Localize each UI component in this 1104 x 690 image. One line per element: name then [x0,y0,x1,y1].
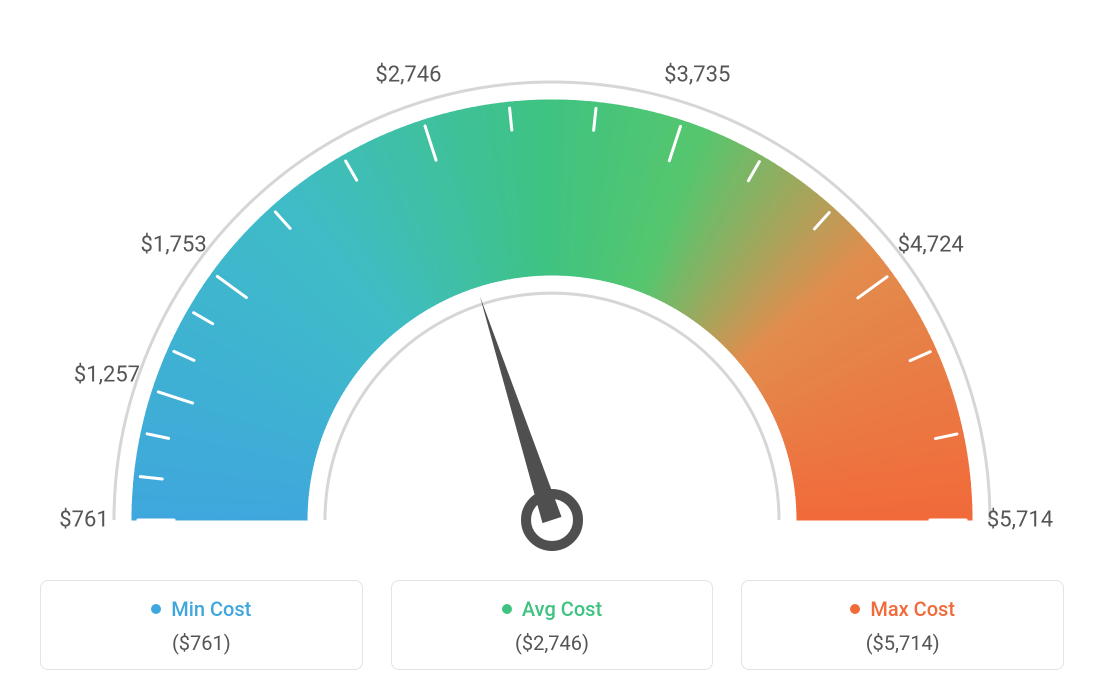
gauge-tick-label: $761 [59,508,108,533]
gauge-needle [480,296,562,523]
legend-title-max: Max Cost [850,597,955,621]
cost-gauge-chart: $761 $1,257 $1,753 $2,746 $3,735 $4,724 $5,714… [0,0,1104,690]
dot-icon [850,604,860,614]
legend-title-text: Max Cost [870,597,955,621]
gauge-arc [132,100,972,520]
legend-title-avg: Avg Cost [502,597,602,621]
legend-value-min: ($761) [51,631,352,655]
gauge-tick-label: $5,714 [987,508,1053,533]
legend-card-min: Min Cost ($761) [40,580,363,670]
legend-title-text: Avg Cost [522,597,602,621]
gauge-tick-label: $4,724 [898,233,964,258]
dot-icon [502,604,512,614]
legend-card-max: Max Cost ($5,714) [741,580,1064,670]
gauge-tick-label: $1,753 [141,232,207,257]
gauge-tick-label: $2,746 [375,62,441,87]
gauge-tick-label: $3,735 [664,63,730,88]
legend-row: Min Cost ($761) Avg Cost ($2,746) Max Co… [0,580,1104,670]
legend-value-max: ($5,714) [752,631,1053,655]
legend-title-min: Min Cost [151,597,251,621]
legend-value-avg: ($2,746) [402,631,703,655]
gauge-area: $761 $1,257 $1,753 $2,746 $3,735 $4,724 $5,714 [0,0,1104,560]
gauge-svg [0,0,1104,560]
legend-title-text: Min Cost [171,597,251,621]
legend-card-avg: Avg Cost ($2,746) [391,580,714,670]
gauge-tick-label: $1,257 [74,363,140,388]
dot-icon [151,604,161,614]
